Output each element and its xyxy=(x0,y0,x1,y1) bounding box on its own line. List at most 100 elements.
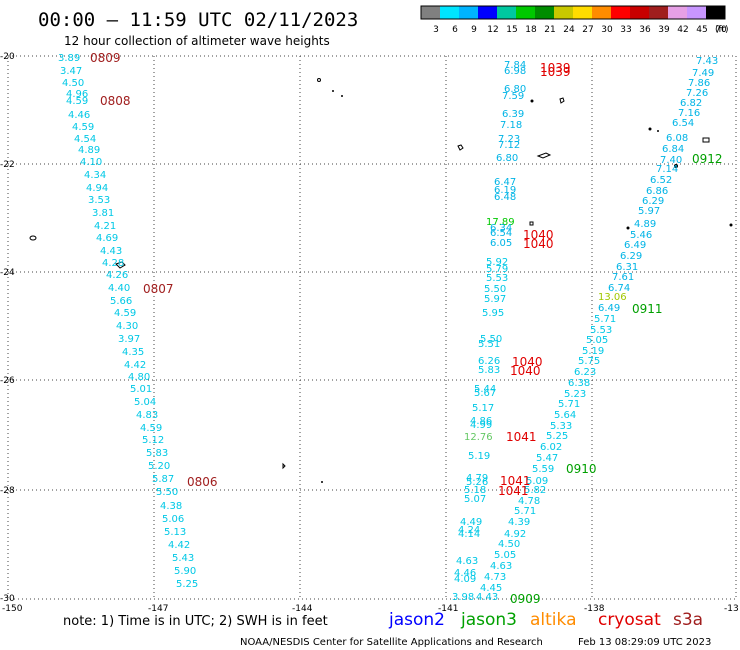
swh-value-label: 5.25 xyxy=(176,579,198,590)
x-tick-label: -138 xyxy=(584,604,605,614)
swh-value-label: 4.83 xyxy=(136,410,158,421)
swh-value-label: 5.18 xyxy=(464,485,486,496)
swh-value-label: 5.04 xyxy=(134,397,156,408)
satellite-legend: jason2 jason3 altika cryosat s3a xyxy=(388,610,703,630)
swh-color-legend: 3 6 9 12 15 18 21 24 27 30 33 36 39 42 45 70 (ft) xyxy=(420,5,729,35)
swh-value-label: 5.06 xyxy=(162,514,184,525)
swh-value-label: 4.86 xyxy=(470,416,492,427)
satellite-label-jason3: jason3 xyxy=(460,610,517,630)
swh-value-label: 7.23 xyxy=(498,134,520,145)
swh-value-label: 5.12 xyxy=(142,435,164,446)
swh-value-label: 4.46 xyxy=(68,110,90,121)
swh-value-label: 4.92 xyxy=(504,529,526,540)
y-tick-label: -20 xyxy=(0,52,15,62)
swh-value-label: 6.23 xyxy=(574,367,596,378)
swh-value-label: 5.09 xyxy=(526,476,548,487)
island-outline xyxy=(282,462,286,470)
x-axis-ticks: -150 -147 -144 -141 -138 -13 xyxy=(2,604,739,614)
swh-value-label: 5.50 xyxy=(156,487,178,498)
swh-value-label: 4.54 xyxy=(74,134,96,145)
pass-time-label: 1040 xyxy=(512,355,543,369)
swh-value-label: 4.59 xyxy=(66,96,88,107)
legend-swatch xyxy=(478,6,497,19)
swh-value-label: 4.42 xyxy=(168,540,190,551)
swh-value-label: 5.05 xyxy=(494,550,516,561)
pass-time-label: 1040 xyxy=(523,237,554,251)
island-outline xyxy=(29,235,37,241)
pass-time-label: 0809 xyxy=(90,51,121,65)
swh-value-label: 6.52 xyxy=(650,175,672,186)
swh-value-label: 13.06 xyxy=(598,292,627,303)
pass-time-label: 1041 xyxy=(506,430,537,444)
swh-value-label: 5.19 xyxy=(468,451,490,462)
x-tick-label: -147 xyxy=(148,604,168,614)
swh-value-label: 6.47 xyxy=(494,177,516,188)
island-outlines xyxy=(29,78,733,483)
swh-value-label: 4.43 xyxy=(100,246,122,257)
map-title: 00:00 – 11:59 UTC 02/11/2023 xyxy=(38,9,358,31)
island-outline xyxy=(529,221,534,226)
island-outline xyxy=(702,137,710,143)
swh-value-label: 4.78 xyxy=(518,496,540,507)
satellite-label-s3a: s3a xyxy=(673,610,703,630)
swh-value-label: 7.84 xyxy=(504,60,526,71)
island-outline xyxy=(674,164,678,168)
swh-value-label: 7.40 xyxy=(660,155,682,166)
legend-label: 39 xyxy=(658,25,670,35)
map-frame xyxy=(7,55,737,600)
legend-label: 6 xyxy=(452,25,458,35)
island-outline xyxy=(457,144,464,151)
island-outline xyxy=(559,97,565,104)
swh-value-label: 5.71 xyxy=(594,314,616,325)
swh-value-label: 6.54 xyxy=(490,228,512,239)
swh-value-label: 4.09 xyxy=(454,574,476,585)
legend-label: 21 xyxy=(544,25,555,35)
swh-value-label: 6.84 xyxy=(662,144,684,155)
island-outline xyxy=(729,223,733,227)
swh-value-label: 5.64 xyxy=(554,410,576,421)
swh-value-label: 4.89 xyxy=(78,145,100,156)
swh-value-label: 5.71 xyxy=(514,506,536,517)
swh-value-label: 3.53 xyxy=(88,195,110,206)
swh-value-label: 5.87 xyxy=(152,474,174,485)
footer-credit: NOAA/NESDIS Center for Satellite Applica… xyxy=(240,637,543,648)
swh-value-label: 5.59 xyxy=(532,464,554,475)
swh-value-label: 5.33 xyxy=(550,421,572,432)
legend-label: 36 xyxy=(639,25,651,35)
map-subtitle: 12 hour collection of altimeter wave hei… xyxy=(64,34,330,48)
swh-value-label: 6.38 xyxy=(568,378,590,389)
swh-value-label: 5.07 xyxy=(464,494,486,505)
legend-swatch xyxy=(459,6,478,19)
swh-value-label: 6.74 xyxy=(608,283,630,294)
swh-value-label: 3.47 xyxy=(60,66,82,77)
footer-note: note: 1) Time is in UTC; 2) SWH is in fe… xyxy=(63,614,328,629)
swh-value-label: 4.42 xyxy=(124,360,146,371)
swh-value-label: 7.59 xyxy=(502,91,524,102)
pass-time-label: 0807 xyxy=(143,282,174,296)
swh-value-label: 5.50 xyxy=(484,284,506,295)
swh-value-label: 7.14 xyxy=(656,164,678,175)
island-outline xyxy=(530,99,534,103)
swh-value-label: 5.44 xyxy=(474,384,496,395)
island-outline xyxy=(657,130,659,132)
swh-value-label: 4.99 xyxy=(470,420,492,431)
swh-value-label: 4.73 xyxy=(484,572,506,583)
swh-value-label: 5.71 xyxy=(558,399,580,410)
swh-value-label: 4.14 xyxy=(458,529,480,540)
swh-value-label: 4.35 xyxy=(122,347,144,358)
swh-value-label: 6.31 xyxy=(616,262,638,273)
legend-swatch xyxy=(554,6,573,19)
pass-time-label: 1040 xyxy=(523,228,554,242)
swh-value-label: 5.53 xyxy=(590,325,612,336)
legend-label: 42 xyxy=(677,25,688,35)
time-labels: 0809080808070806103910391040104010401040… xyxy=(90,51,723,606)
swh-value-label: 3.81 xyxy=(92,208,114,219)
swh-value-label: 3.89 xyxy=(58,53,80,64)
pass-time-label: 0808 xyxy=(100,94,131,108)
swh-value-label: 7.61 xyxy=(612,272,634,283)
swh-value-label: 4.24 xyxy=(458,525,480,536)
swh-value-label: 5.20 xyxy=(148,461,170,472)
legend-label: 12 xyxy=(487,25,498,35)
x-tick-label: -144 xyxy=(292,604,313,614)
swh-value-label: 5.97 xyxy=(484,294,506,305)
